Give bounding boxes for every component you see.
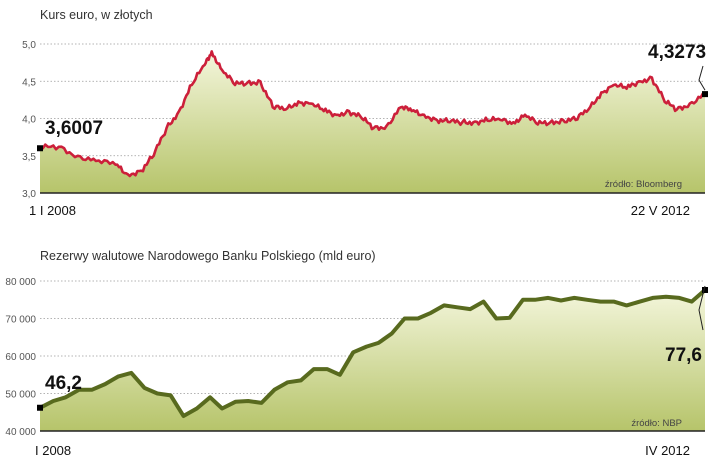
series-line [39,50,706,178]
callout-leader-line [698,65,706,91]
x-start-label: 1 I 2008 [29,203,76,218]
start-point-marker [37,145,43,152]
end-value-label: 4,3273 [648,42,706,63]
callout-leader-line [698,285,706,331]
y-tick-label: 4,0 [22,115,36,126]
area-fill [40,51,705,194]
x-end-label: IV 2012 [645,443,690,458]
reserves-chart: Rezerwy walutowe Narodowego Banku Polski… [5,249,708,458]
exchange-rate-chart: Kurs euro, w złotych 5,0 4,5 4,0 3,5 3,0 3,600… [22,8,708,218]
start-value-label: 3,6007 [45,118,103,139]
area-fill [40,290,705,431]
source-note: źródło: Bloomberg [605,179,682,190]
y-tick-label: 3,0 [22,189,36,200]
y-tick-label: 5,0 [22,40,36,51]
end-point-marker [702,287,708,293]
y-tick-label: 4,5 [22,77,36,88]
end-point-marker [702,91,708,98]
source-note: źródło: NBP [631,418,682,429]
series-line [39,288,707,418]
start-point-marker [37,404,43,411]
end-value-label: 77,6 [665,345,702,366]
y-tick-label: 3,5 [22,152,36,163]
x-start-label: I 2008 [35,443,71,458]
chart-title: Kurs euro, w złotych [40,8,153,22]
y-tick-label: 80 000 [5,277,36,288]
y-tick-label: 50 000 [5,390,36,401]
chart-title: Rezerwy walutowe Narodowego Banku Polski… [40,249,376,263]
y-tick-label: 40 000 [5,427,36,438]
start-value-label: 46,2 [45,373,82,394]
y-tick-label: 70 000 [5,315,36,326]
x-end-label: 22 V 2012 [631,203,690,218]
y-tick-label: 60 000 [5,352,36,363]
